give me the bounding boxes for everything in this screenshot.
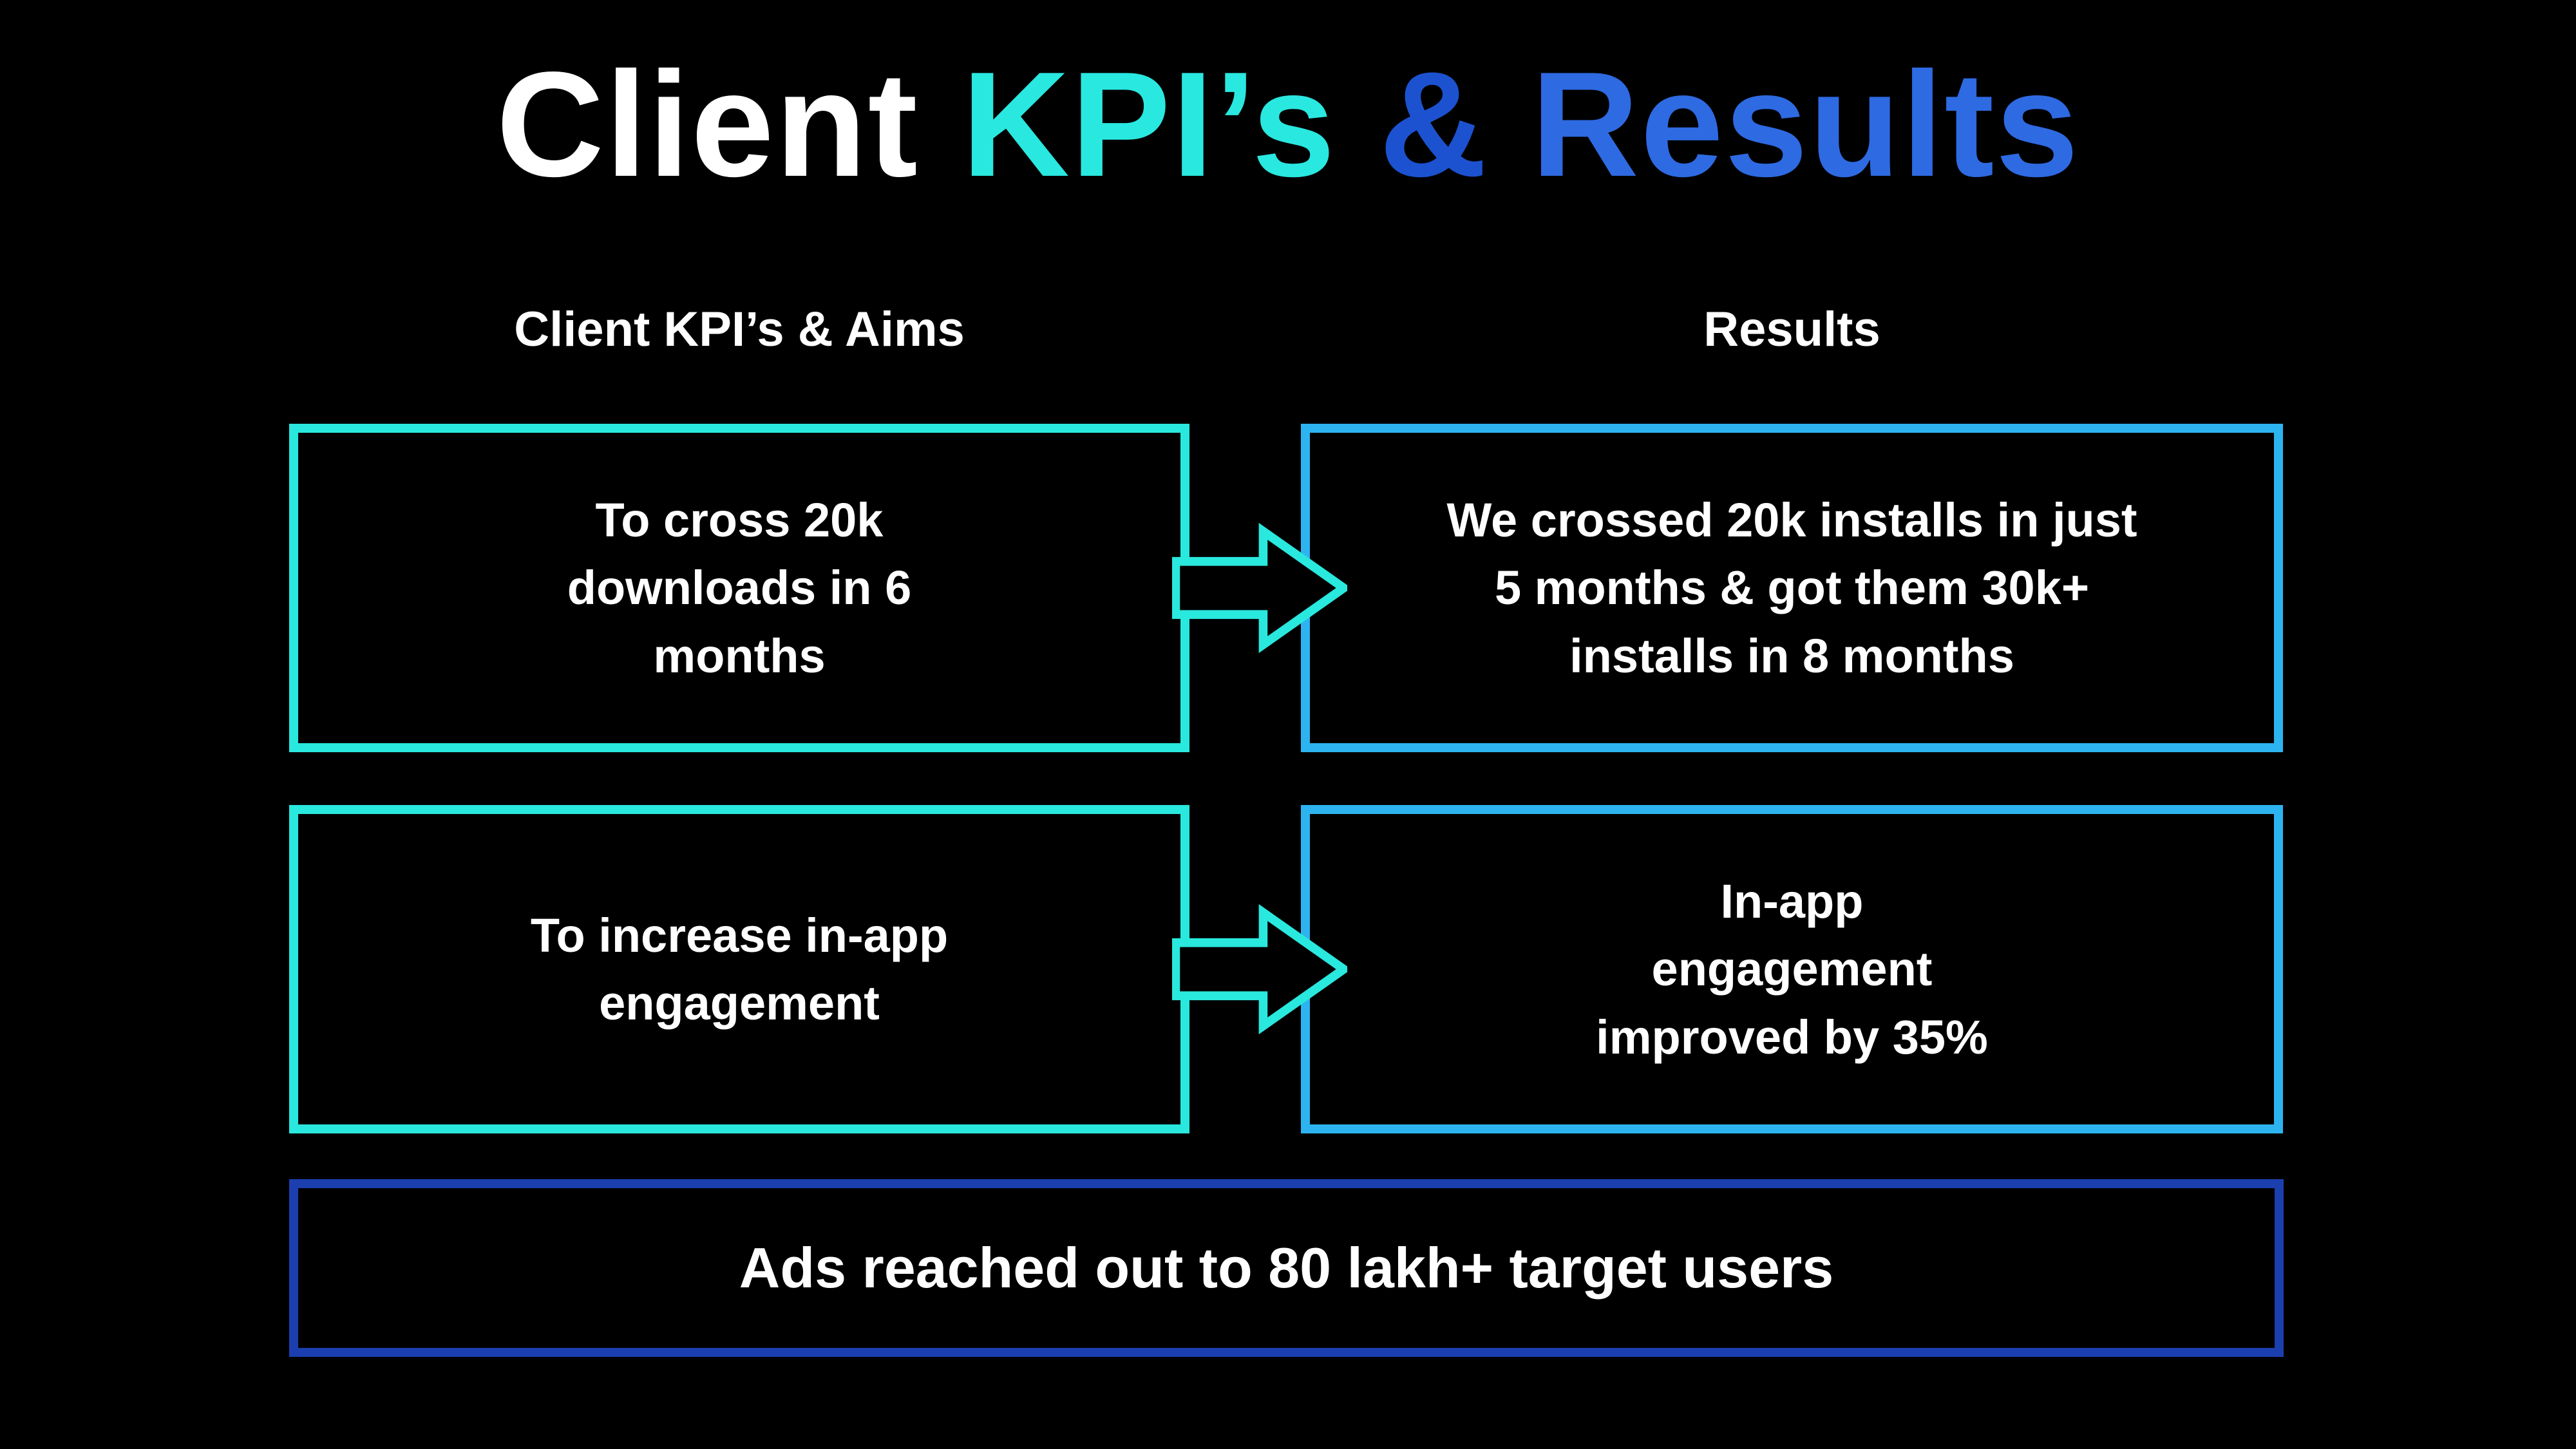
column-header-kpis-aims: Client KPI’s & Aims <box>514 302 965 357</box>
summary-box-text: Ads reached out to 80 lakh+ target users <box>739 1235 1834 1300</box>
right-arrow-icon <box>1172 898 1347 1040</box>
result-box-1-text: We crossed 20k installs in just 5 months… <box>1446 493 2137 683</box>
column-header-results: Results <box>1703 302 1880 357</box>
title-ampersand: & <box>1379 41 1489 208</box>
kpi-box-2-text: To increase in-app engagement <box>530 908 949 1030</box>
page-title: Client KPI’s & Results <box>0 35 2576 214</box>
kpi-box-1: To cross 20k downloads in 6 months <box>289 424 1189 752</box>
summary-box: Ads reached out to 80 lakh+ target users <box>289 1179 2284 1357</box>
title-client: Client <box>496 41 919 208</box>
title-kpis: KPI’s <box>961 41 1336 208</box>
kpi-box-1-text: To cross 20k downloads in 6 months <box>567 493 912 683</box>
right-arrow-icon <box>1172 517 1347 659</box>
result-box-1: We crossed 20k installs in just 5 months… <box>1301 424 2283 752</box>
kpi-box-2: To increase in-app engagement <box>289 805 1189 1133</box>
result-box-2-text: In-app engagement improved by 35% <box>1596 875 1988 1064</box>
title-results: Results <box>1531 41 2080 208</box>
result-box-2: In-app engagement improved by 35% <box>1301 805 2283 1133</box>
